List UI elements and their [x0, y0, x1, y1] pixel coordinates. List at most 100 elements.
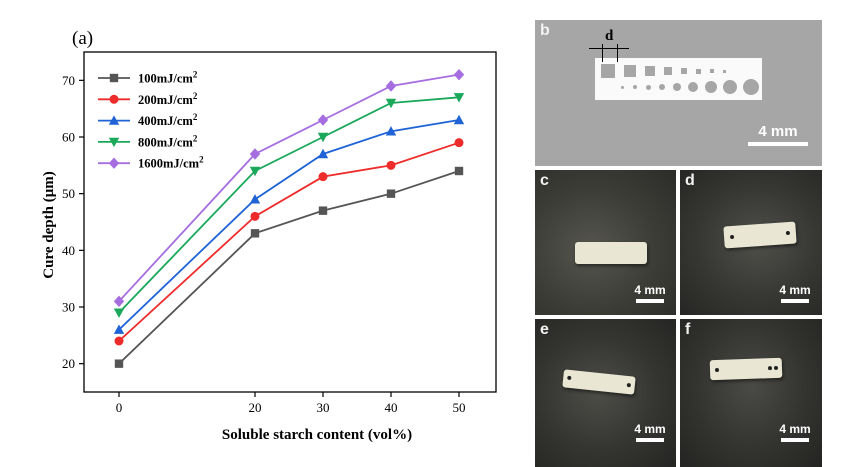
data-point [318, 172, 328, 182]
scale-label: 4 mm [779, 283, 811, 297]
panel-f-letter: f [685, 321, 691, 338]
legend-label-text: 400mJ/cm [138, 114, 193, 128]
panel-b-letter: b [540, 22, 550, 39]
data-point [317, 114, 329, 126]
x-axis-title: Soluble starch content (vol%) [222, 427, 412, 443]
scale-bar-e: 4 mm [633, 423, 667, 442]
series-3 [113, 93, 465, 318]
printed-sample [575, 242, 647, 264]
y-tick-label: 70 [62, 73, 75, 88]
data-point [386, 189, 396, 198]
data-point [317, 148, 329, 159]
data-point [249, 194, 261, 204]
series-1 [114, 138, 464, 346]
series-0 [114, 166, 464, 368]
legend-marker [109, 94, 119, 104]
legend-label-superscript: 2 [199, 155, 204, 165]
round-hole [673, 83, 681, 91]
legend-label-superscript: 2 [193, 70, 198, 80]
printed-sample [709, 357, 783, 381]
scale-label: 4 mm [634, 283, 666, 297]
round-hole [659, 84, 665, 90]
panel-c-letter: c [540, 172, 549, 189]
data-point [385, 98, 397, 109]
series-2 [113, 114, 465, 334]
x-tick-label: 50 [453, 400, 466, 415]
series-line [118, 141, 460, 342]
scale-label: 4 mm [758, 123, 798, 140]
data-point [386, 160, 396, 170]
round-hole [646, 85, 651, 90]
series-4 [113, 68, 465, 308]
legend-label: 400mJ/cm2 [138, 112, 198, 128]
scale-bar-c: 4 mm [633, 284, 667, 303]
legend-label: 200mJ/cm2 [138, 91, 198, 107]
scale-label: 4 mm [634, 422, 666, 436]
data-point [113, 308, 125, 318]
dimension-marker: d [589, 28, 655, 62]
data-point [385, 126, 397, 136]
legend-label-superscript: 2 [193, 112, 198, 122]
scale-label: 4 mm [779, 422, 811, 436]
data-point [454, 166, 464, 176]
x-tick-label: 40 [385, 400, 398, 415]
legend-marker [109, 73, 119, 83]
legend-marker [108, 115, 120, 125]
y-tick-label: 20 [62, 356, 75, 371]
data-point [317, 132, 329, 143]
chart-series [113, 68, 465, 368]
photo-panel-d: d 4 mm [680, 170, 822, 315]
data-point [113, 324, 125, 334]
square-hole [681, 68, 687, 74]
square-hole [664, 67, 672, 75]
data-point [453, 93, 465, 103]
y-tick-label: 40 [62, 243, 75, 258]
round-hole [705, 81, 717, 93]
photo-panel-e: e 4 mm [535, 319, 676, 467]
series-line [118, 119, 460, 331]
x-tick-label: 20 [249, 400, 262, 415]
legend-label-text: 800mJ/cm [138, 135, 193, 149]
y-tick-label: 50 [62, 186, 75, 201]
square-hole [645, 66, 655, 76]
square-hole [696, 69, 701, 74]
series-line [118, 170, 460, 365]
data-point [385, 80, 397, 92]
scale-bar-d: 4 mm [778, 284, 812, 303]
x-tick-label: 30 [317, 400, 330, 415]
round-hole [633, 85, 637, 89]
data-point [250, 229, 260, 238]
data-point [113, 295, 125, 308]
legend-label-superscript: 2 [193, 91, 198, 101]
panel-e-letter: e [540, 321, 549, 338]
round-hole [723, 80, 737, 94]
printed-sample [562, 369, 636, 395]
legend-label-text: 200mJ/cm [138, 93, 193, 107]
photo-panel-f: f 4 mm [680, 319, 822, 467]
legend-marker [108, 157, 120, 169]
square-hole [601, 64, 615, 78]
chart-legend: 100mJ/cm2200mJ/cm2400mJ/cm2800mJ/cm21600… [98, 70, 204, 171]
legend-label-superscript: 2 [193, 133, 198, 143]
data-point [318, 206, 328, 215]
data-point [114, 336, 124, 346]
legend-label: 100mJ/cm2 [138, 70, 198, 86]
panel-d-letter: d [685, 172, 695, 189]
square-hole [710, 69, 714, 73]
scale-bar-b: 4 mm [748, 124, 808, 146]
photo-panel-c: c 4 mm [535, 170, 676, 315]
round-hole [688, 82, 698, 92]
plot-frame [83, 51, 497, 393]
round-hole [743, 79, 759, 95]
data-point [250, 211, 260, 221]
y-tick-label: 60 [62, 130, 75, 145]
photo-panel-b: b d 4 mm [535, 20, 822, 166]
data-point [453, 68, 465, 81]
square-hole [723, 70, 726, 73]
data-point [454, 138, 464, 148]
data-point [114, 359, 124, 368]
data-point [453, 114, 465, 125]
dimension-d-label: d [605, 28, 614, 44]
legend-label: 1600mJ/cm2 [138, 155, 204, 171]
